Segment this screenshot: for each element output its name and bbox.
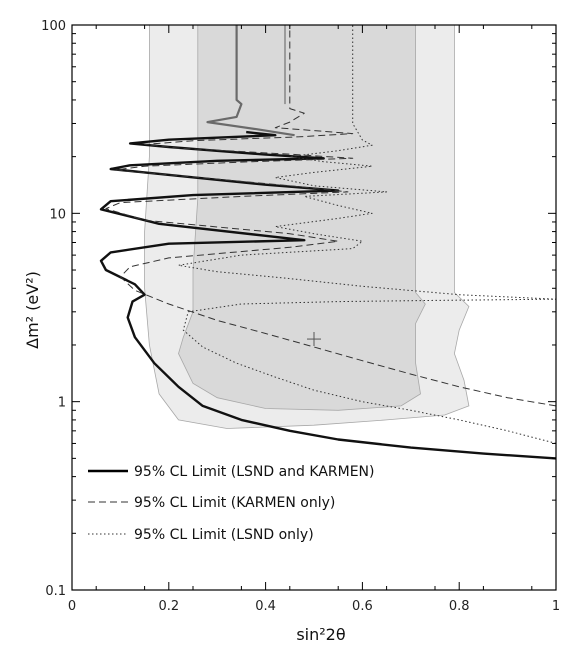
axis-ticks: 0 0.2 0.4 0.6 0.8 1 0.1 1 10 100: [41, 19, 560, 614]
limit-curve-dotted: [178, 25, 557, 444]
limit-curve-solid-gray: [206, 25, 295, 137]
plus-marker: [307, 332, 321, 347]
plot-frame: [71, 24, 557, 591]
legend-label-lsnd: 95% CL Limit (LSND only): [134, 527, 314, 543]
limit-curve-dashed: [105, 25, 557, 407]
y-tick-label: 1: [58, 396, 66, 411]
legend-label-combined: 95% CL Limit (LSND and KARMEN): [134, 464, 375, 480]
legend-label-karmen: 95% CL Limit (KARMEN only): [134, 495, 335, 511]
allowed-region-2: [178, 24, 426, 411]
x-tick-label: 0.4: [255, 599, 276, 614]
x-tick-label: 0.6: [352, 599, 373, 614]
best-fit-marker: [307, 332, 321, 347]
x-tick-label: 1: [552, 599, 560, 614]
limit-curve-solid-black: [99, 130, 557, 460]
y-tick-label: 10: [49, 207, 66, 222]
legend: 95% CL Limit (LSND and KARMEN) 95% CL Li…: [88, 464, 375, 543]
x-tick-label: 0.2: [158, 599, 179, 614]
y-tick-label: 0.1: [45, 584, 66, 599]
limit-curves: [99, 25, 557, 460]
x-axis-label: sin²2θ: [296, 625, 345, 644]
allowed-regions: [144, 24, 470, 429]
y-axis-label: Δm² (eV²): [23, 271, 42, 349]
x-tick-label: 0: [68, 599, 76, 614]
y-tick-label: 100: [41, 19, 66, 34]
x-tick-label: 0.8: [449, 599, 470, 614]
